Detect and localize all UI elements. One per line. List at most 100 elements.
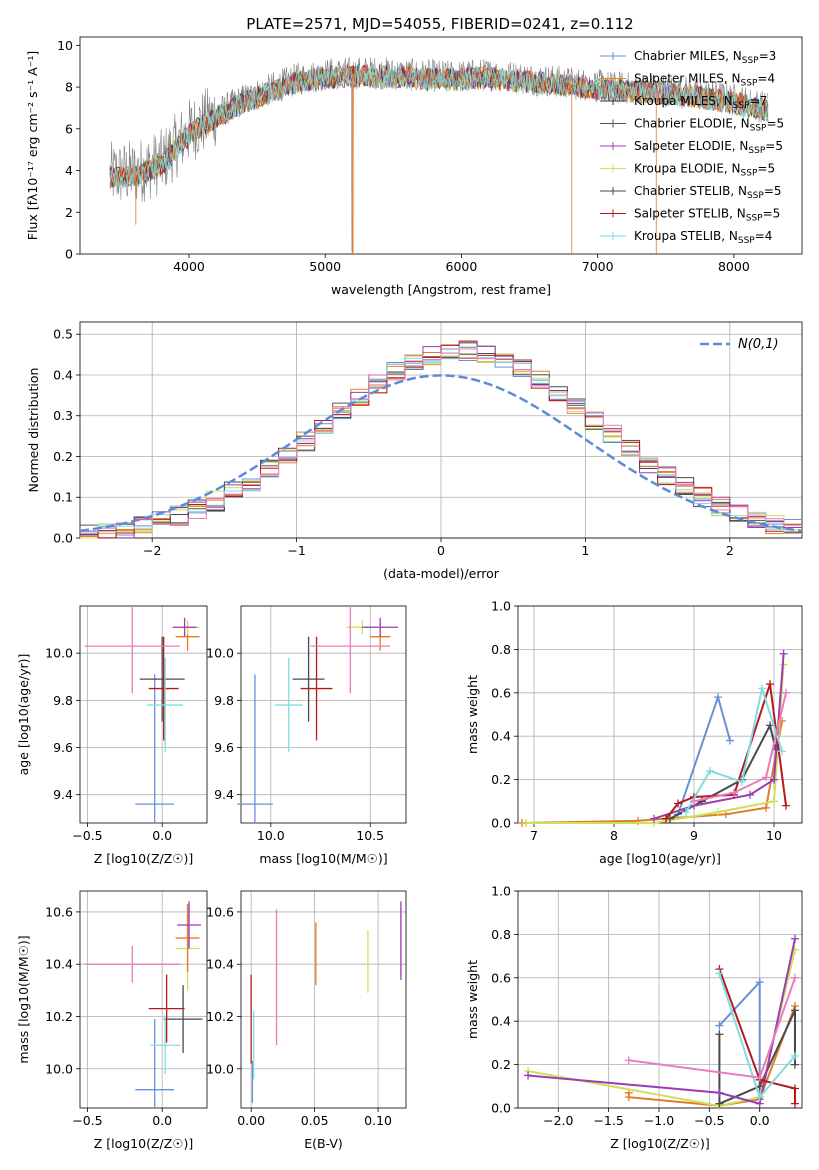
weight-point [674,799,682,808]
weight-point [758,684,766,693]
legend-label: Salpeter STELIB, NSSP=5 [634,207,780,224]
weight-point [762,773,770,782]
y-tick-label: 9.4 [214,787,234,802]
weight-series [693,692,787,803]
y-tick-label: 0.4 [491,1014,511,1029]
weight-point [730,788,738,797]
y-tick-label: 10.2 [45,1009,73,1024]
y-tick-label: 10.2 [206,1009,234,1024]
x-tick-label: −1.5 [593,1113,623,1128]
y-tick-label: 0.0 [53,531,73,546]
weight-point [624,1093,633,1102]
weight-point [790,1051,799,1060]
y-tick-label: 4 [65,163,73,178]
legend-sub: SSP [750,124,767,134]
model-spectrum [109,64,769,189]
y-tick-label: 10.4 [206,957,234,972]
weight-point [790,973,799,982]
y-tick-label: 10.0 [206,1061,234,1076]
weight-point [762,803,770,812]
legend-sub: SSP [742,56,759,66]
x-tick-label: −1 [287,543,305,558]
y-tick-label: 0.1 [53,490,73,505]
axes-frame [517,890,803,1109]
residuals-panel: −2 −1 0 1 2 0.0 0.1 0.2 0.3 0.4 0.5 N(0,1) (data-mod… [26,321,803,581]
weight-point [682,808,690,817]
legend-main: Salpeter MILES, N [634,72,741,86]
y-tick-label: 0 [65,247,73,262]
weight-point [755,1093,764,1102]
y-tick-label: 10.6 [206,904,234,919]
x-axis-label: Z [log10(Z/Z☉)] [610,1136,710,1151]
x-tick-label: 0.05 [301,1113,329,1128]
spectrum-panel: 4000 5000 6000 7000 8000 0 2 4 6 8 10 wavelength [A… [25,36,803,297]
legend-sub: SSP [741,169,758,179]
weight-point [790,1060,799,1069]
y-axis-label: Normed distribution [26,368,41,493]
y-tick-label: 0.8 [491,642,511,657]
x-tick-label: 7 [530,828,538,843]
weight-point [782,801,790,810]
y-tick-label: 0.2 [53,449,73,464]
x-axis-label: (data-model)/error [383,566,500,581]
legend-sub: SSP [747,191,764,201]
weight-point [714,808,722,817]
figure-title: PLATE=2571, MJD=54055, FIBERID=0241, z=0… [246,15,633,33]
legend-label: Kroupa MILES, NSSP=7 [634,94,767,111]
axes-frame [79,890,208,1109]
x-tick-label: 0 [437,543,445,558]
y-tick-label: 0.3 [53,408,73,423]
normal-curve [79,374,803,533]
y-tick-label: 0.2 [491,1057,511,1072]
legend-main: Kroupa MILES, N [634,94,733,108]
legend-main: Chabrier STELIB, N [634,184,747,198]
x-tick-label: 6000 [446,259,478,274]
legend-rest: =5 [764,184,782,198]
axes-frame [79,605,208,824]
axes-frame [79,36,803,255]
x-tick-label: −2 [143,543,161,558]
y-tick-label: 0.6 [491,970,511,985]
x-tick-label: 0.10 [364,1113,392,1128]
residual-histogram [80,348,802,533]
weight-point [524,1071,533,1080]
x-axis-label: E(B-V) [304,1136,343,1151]
weight-point [715,969,724,978]
weight-point [715,1088,724,1097]
y-axis-label: Flux [fλ10⁻¹⁷ erg cm⁻² s⁻¹ A⁻¹] [25,51,40,240]
weight-point [662,814,670,823]
y-tick-label: 0.8 [491,927,511,942]
legend-rest: =5 [763,207,781,221]
legend-label: Salpeter MILES, NSSP=4 [634,72,775,89]
x-tick-label: 2 [726,543,734,558]
y-tick-label: 0.5 [53,327,73,342]
mass-vs-ebv-panel: 0.00 0.05 0.10 10.0 10.2 10.4 10.6 E(B-V) [206,890,407,1151]
x-tick-label: 9 [690,828,698,843]
legend-rest: =3 [759,49,777,63]
x-tick-label: −0.5 [72,1113,102,1128]
weight-point [746,790,754,799]
weight-point [726,736,734,745]
weight-series [665,683,787,820]
weight-point [755,978,764,987]
x-tick-label: −2.0 [543,1113,573,1128]
legend-label: Chabrier ELODIE, NSSP=5 [634,117,784,134]
weight-point [714,693,722,702]
age-vs-metallicity-panel: −0.5 0.0 9.4 9.6 9.8 10.0 Z [log10(Z/Z☉)] age [… [16,605,208,866]
axes-frame [240,605,407,824]
y-tick-label: 10.0 [206,646,234,661]
legend-rest: =4 [755,229,773,243]
legend-label: Chabrier STELIB, NSSP=5 [634,184,782,201]
weight-point [790,934,799,943]
x-tick-label: 8000 [718,259,750,274]
legend-sub: SSP [741,79,758,89]
legend-main: Salpeter ELODIE, N [634,139,748,153]
y-tick-label: 0.0 [491,1101,511,1116]
x-tick-label: 4000 [173,259,205,274]
y-tick-label: 0.0 [491,816,511,831]
x-tick-label: 1 [581,543,589,558]
legend-label: Salpeter ELODIE, NSSP=5 [634,139,783,156]
y-tick-label: 1.0 [491,599,511,614]
x-axis-label: Z [log10(Z/Z☉)] [94,1136,194,1151]
